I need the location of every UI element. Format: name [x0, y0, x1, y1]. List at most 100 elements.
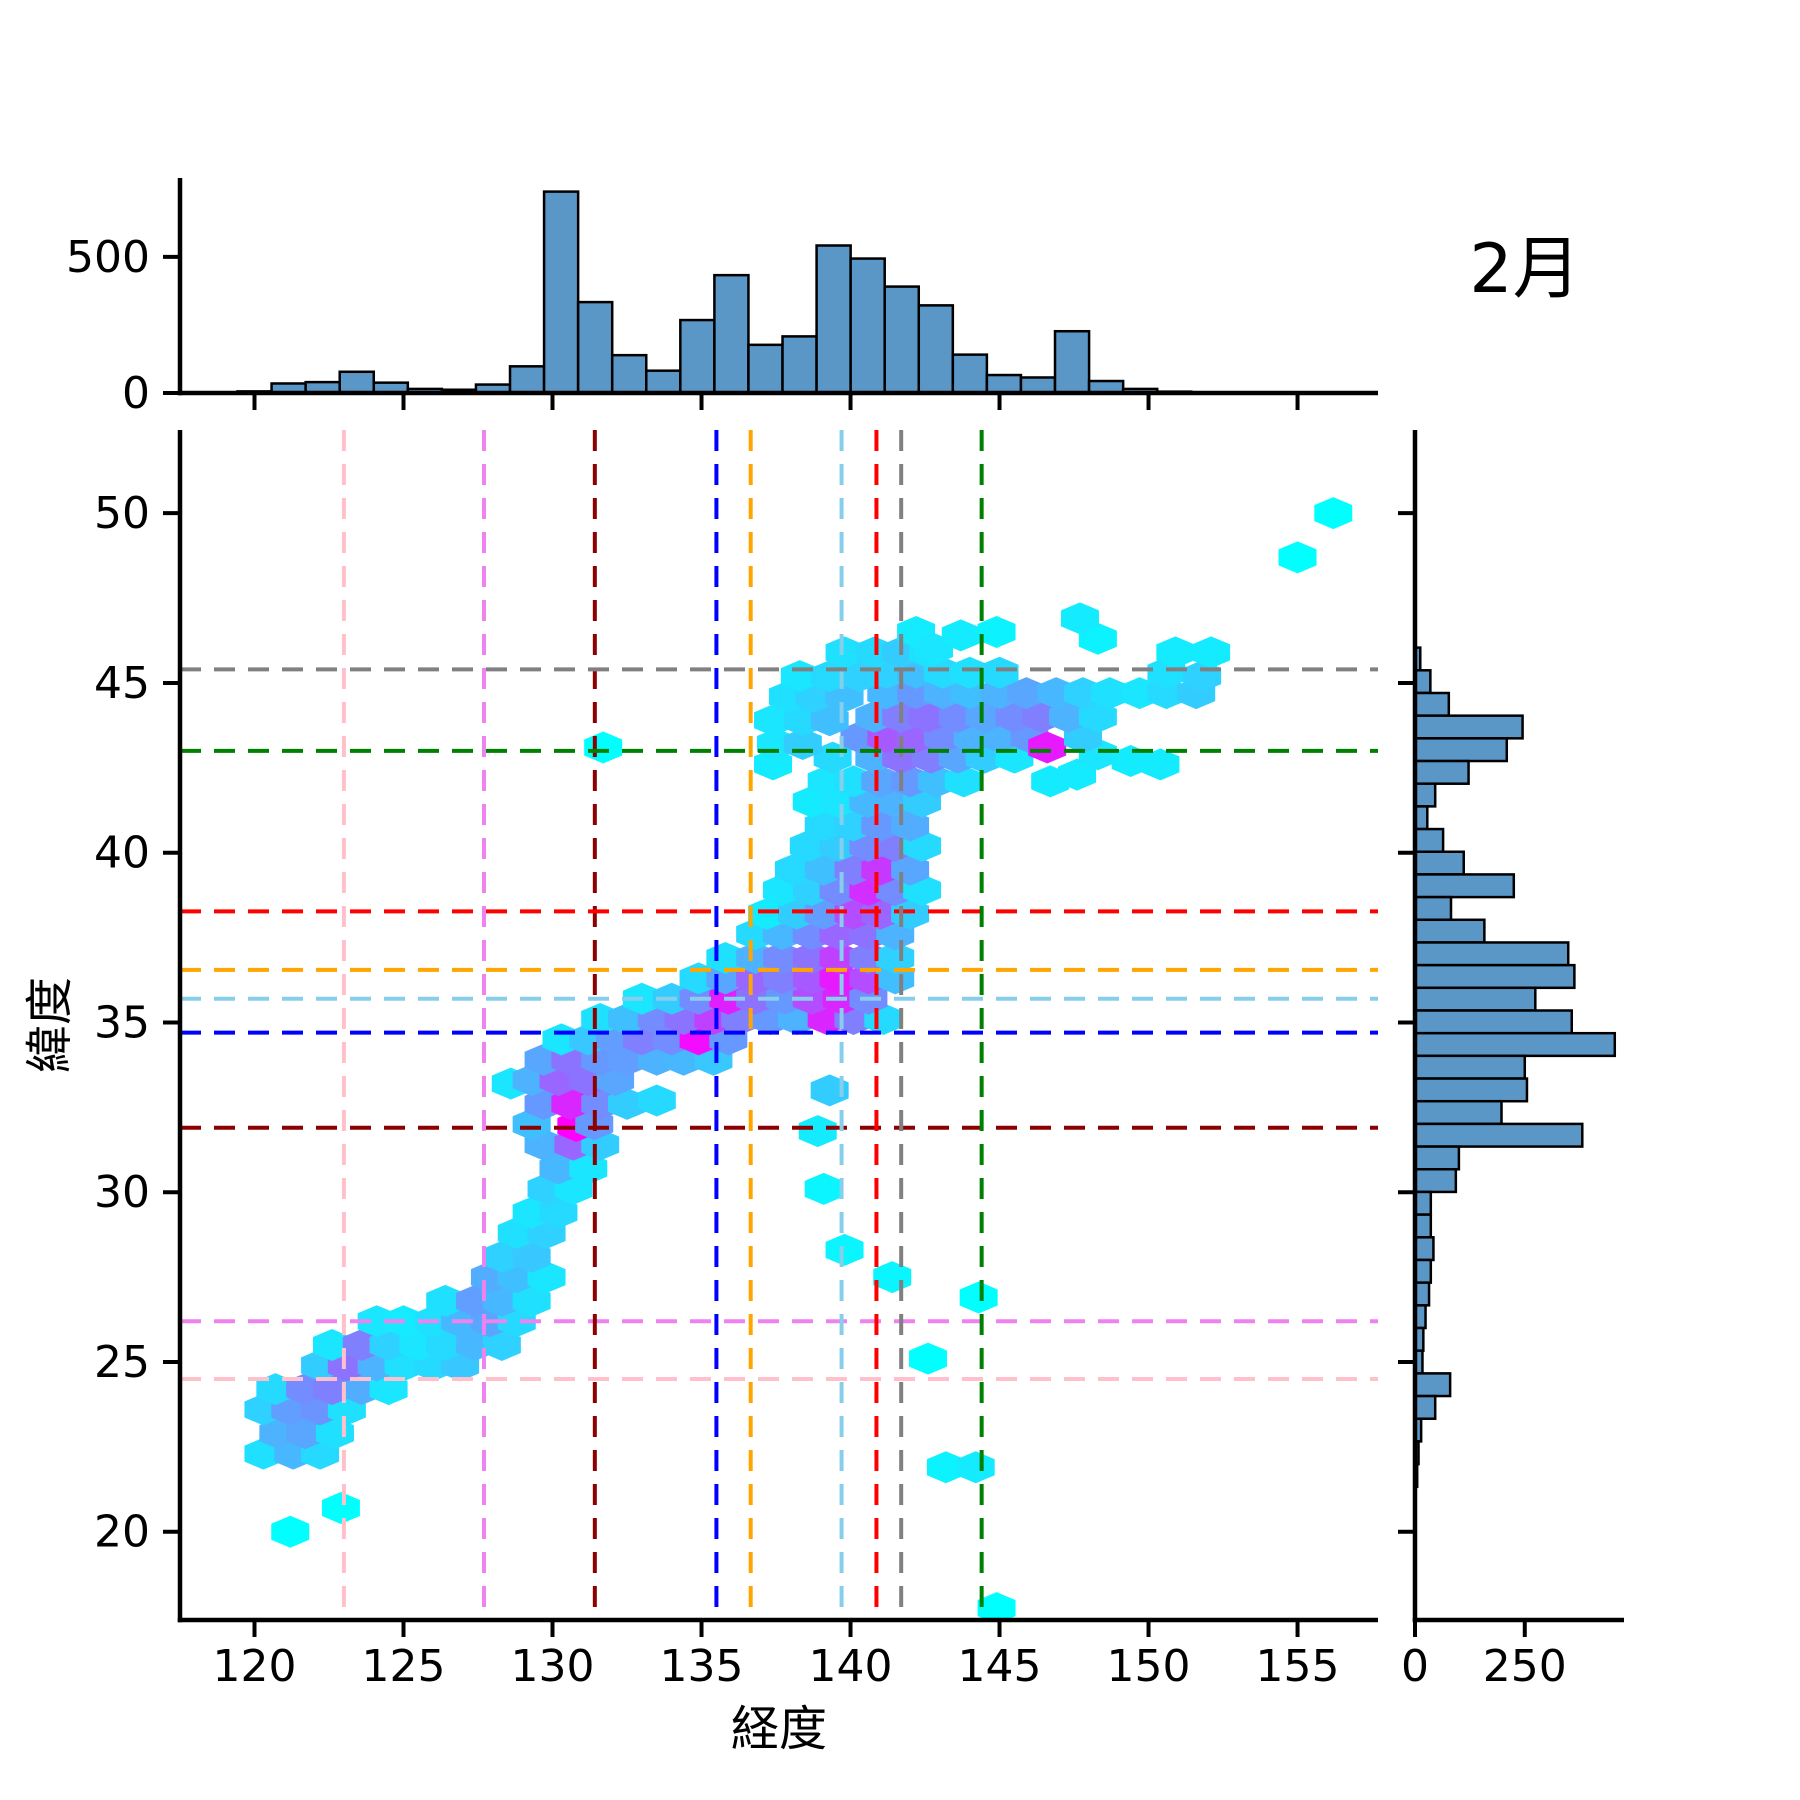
hex-cell: [539, 1196, 578, 1229]
hex-cell: [810, 1074, 849, 1107]
hex-cell: [819, 941, 858, 974]
hex-cell: [748, 897, 787, 930]
hex-cell: [1314, 497, 1353, 530]
y-tick-label: 35: [94, 997, 150, 1048]
right-hist-axes: 0 250: [1398, 430, 1624, 1692]
top-hist-bar: [610, 353, 648, 395]
right-hist-bar: [1413, 986, 1537, 1012]
y-tick-label: 20: [94, 1507, 150, 1558]
top-hist-bar: [542, 190, 580, 395]
hex-cell: [1111, 745, 1150, 778]
hex-cell: [1192, 636, 1231, 669]
hex-cell: [736, 982, 775, 1015]
hex-cell: [861, 765, 900, 798]
right-hist-bar: [1413, 1394, 1437, 1420]
top-hist-axes: 0 500: [66, 178, 1378, 419]
top-hist-bar: [747, 343, 784, 395]
right-hist-bar: [1413, 1054, 1527, 1080]
y-tick-label: 40: [94, 828, 150, 879]
hex-cell: [512, 1240, 551, 1273]
right-hist-bar: [1413, 1122, 1584, 1148]
right-hist-bar: [1413, 895, 1453, 922]
x-tick-label: 155: [1256, 1641, 1340, 1692]
hex-cell: [810, 704, 849, 737]
hex-cell: [950, 656, 989, 689]
right-hist-bar: [1413, 963, 1576, 990]
main-axes: 120 125 130 135 140 145 150 155 20 25 30 35 40 45 50 経度…: [22, 430, 1378, 1757]
y-axis-label: 緯度: [22, 977, 78, 1073]
hex-cell: [926, 1451, 965, 1484]
right-hist-bar: [1413, 737, 1509, 763]
top-hist-bar: [951, 353, 989, 395]
hex-cell: [1090, 677, 1129, 710]
hex-cell: [256, 1373, 295, 1406]
top-hist-bar: [883, 285, 921, 395]
right-hist-bar: [1413, 850, 1465, 876]
x-tick-label: 130: [511, 1641, 595, 1692]
hex-cell: [312, 1328, 351, 1361]
top-hist-bar: [781, 335, 818, 395]
hex-cell: [369, 1328, 408, 1361]
hex-cell: [1007, 677, 1046, 710]
right-hist-bar: [1413, 782, 1437, 808]
right-hist-bar: [1413, 941, 1570, 967]
right-hist-tick-label: 250: [1483, 1641, 1567, 1692]
hex-cell: [482, 1240, 521, 1273]
hex-cell: [482, 1284, 521, 1317]
right-hist-bar: [1413, 1031, 1617, 1058]
top-hist-bar: [576, 300, 614, 395]
right-hist-bar: [1413, 1145, 1461, 1171]
x-tick-label: 145: [958, 1641, 1042, 1692]
hex-cell: [861, 853, 900, 886]
hex-cell: [950, 677, 989, 710]
right-hist-bar: [1413, 1099, 1503, 1126]
right-hist-bar: [1413, 1213, 1433, 1239]
y-tick-label: 30: [94, 1167, 150, 1218]
hex-cell: [762, 941, 801, 974]
x-tick-label: 135: [660, 1641, 744, 1692]
top-hist-tick-label: 500: [66, 232, 150, 283]
hex-cell: [1156, 636, 1195, 669]
top-hist-bar: [815, 244, 852, 395]
top-hist-bar: [849, 257, 886, 395]
top-hist-tick-label: 0: [122, 368, 150, 419]
y-tick-label: 45: [94, 658, 150, 709]
hex-cell: [804, 1172, 843, 1205]
hex-cell: [941, 619, 980, 652]
hex-cell: [1060, 602, 1099, 635]
hex-cell: [798, 1115, 837, 1148]
hex-cell: [637, 1084, 676, 1117]
hex-cell: [959, 1281, 998, 1314]
hex-cell: [569, 1152, 608, 1185]
right-hist-bar: [1413, 691, 1451, 717]
right-hist-bar: [1413, 827, 1445, 853]
hex-cell: [426, 1284, 465, 1317]
x-tick-label: 140: [809, 1641, 893, 1692]
hex-cell: [804, 897, 843, 930]
x-axis-label: 経度: [731, 1701, 827, 1757]
right-hist-bar: [1413, 1168, 1458, 1194]
hex-cell: [608, 1087, 647, 1120]
right-hist-bar: [1413, 1077, 1529, 1103]
hex-cell: [861, 897, 900, 930]
hex-cell: [825, 636, 864, 669]
top-hist-bar: [1053, 329, 1091, 395]
hex-cell: [1078, 700, 1117, 733]
right-hist-bar: [1413, 873, 1516, 899]
hex-cell: [977, 1592, 1016, 1620]
hex-cell: [312, 1373, 351, 1406]
right-hist-bar: [1413, 1009, 1573, 1035]
top-marginal-histogram: [236, 190, 1193, 395]
hex-cell: [980, 656, 1019, 689]
hex-cell: [551, 1087, 590, 1120]
top-hist-bar: [1019, 376, 1057, 395]
hex-cell: [321, 1491, 360, 1524]
hex-cell: [539, 1152, 578, 1185]
hex-cell: [754, 704, 793, 737]
hex-cell: [804, 809, 843, 842]
hex-cell: [977, 616, 1016, 649]
hex-cell: [804, 853, 843, 886]
hex-cell: [482, 1328, 521, 1361]
